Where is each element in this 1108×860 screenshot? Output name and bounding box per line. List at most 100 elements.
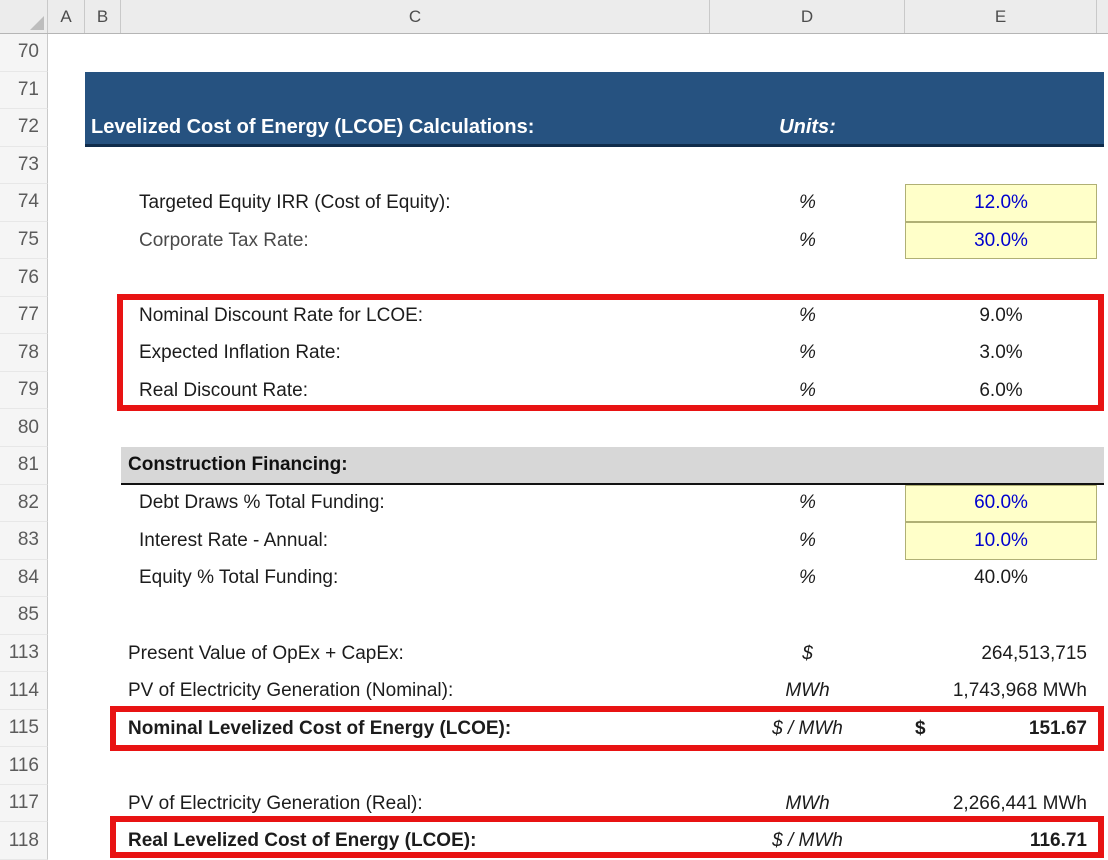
column-header-E[interactable]: E [905, 0, 1097, 33]
input-cell-82[interactable]: 60.0% [905, 484, 1097, 523]
row-number-75[interactable]: 75 [0, 221, 48, 260]
sheet-row-113: 113 Present Value of OpEx + CapEx: $264,51… [0, 634, 1108, 673]
value-cell-118[interactable]: 116.71 [1029, 830, 1087, 852]
sheet-row-77: 77 Nominal Discount Rate for LCOE:% 9.0% [0, 296, 1108, 335]
rows-container: 70 71 72 73 74 Targeted Equity IRR (Cost of E… [0, 34, 1108, 860]
sheet-row-74: 74 Targeted Equity IRR (Cost of Equity):%… [0, 184, 1108, 222]
row-number-71[interactable]: 71 [0, 71, 48, 110]
label-cell-74[interactable]: Targeted Equity IRR (Cost of Equity): [139, 191, 451, 213]
row-number-83[interactable]: 83 [0, 522, 48, 560]
cells-ab-empty[interactable] [48, 372, 121, 410]
row-number-113[interactable]: 113 [0, 634, 48, 673]
sheet-row-84: 84 Equity % Total Funding:% 40.0% [0, 559, 1108, 598]
label-cell-114[interactable]: PV of Electricity Generation (Nominal): [128, 680, 454, 702]
cells-ab-empty[interactable] [48, 485, 121, 523]
cells-ab-empty[interactable] [48, 560, 121, 598]
column-header-filler [1097, 0, 1108, 33]
label-cell-113[interactable]: Present Value of OpEx + CapEx: [128, 642, 404, 664]
unit-cell-84[interactable]: % [799, 567, 816, 589]
label-cell-84[interactable]: Equity % Total Funding: [139, 567, 339, 589]
row-number-73[interactable]: 73 [0, 146, 48, 185]
input-cell-75[interactable]: 30.0% [905, 221, 1097, 260]
unit-cell-77[interactable]: % [799, 304, 816, 326]
sheet-row-114: 114 PV of Electricity Generation (Nominal… [0, 672, 1108, 710]
sheet-row-117: 117 PV of Electricity Generation (Real): M… [0, 784, 1108, 823]
row-number-118[interactable]: 118 [0, 822, 48, 860]
unit-cell-114[interactable]: MWh [785, 680, 830, 702]
column-header-B[interactable]: B [85, 0, 121, 33]
label-cell-83[interactable]: Interest Rate - Annual: [139, 529, 329, 551]
highlight-box-discount-rates [117, 294, 1104, 411]
cells-ab-empty[interactable] [48, 184, 121, 222]
sheet-row-73: 73 [0, 146, 1108, 185]
label-cell-79[interactable]: Real Discount Rate: [139, 379, 308, 401]
row-number-81[interactable]: 81 [0, 447, 48, 485]
row-number-72[interactable]: 72 [0, 109, 48, 147]
value-cell-114[interactable]: 1,743,968 MWh [952, 680, 1087, 702]
column-header-D[interactable]: D [710, 0, 905, 33]
unit-cell-113[interactable]: $ [802, 642, 813, 664]
unit-cell-78[interactable]: % [799, 342, 816, 364]
unit-cell-118[interactable]: $ / MWh [772, 830, 843, 852]
currency-symbol-115: $ [915, 717, 926, 739]
row-number-78[interactable]: 78 [0, 334, 48, 372]
cells-ab-empty[interactable] [48, 297, 121, 335]
row-number-79[interactable]: 79 [0, 371, 48, 410]
row-number-117[interactable]: 117 [0, 784, 48, 823]
sheet-row-72: 72 [0, 109, 1108, 147]
sheet-row-75: 75 Corporate Tax Rate:% 30.0% [0, 221, 1108, 260]
page-title: Levelized Cost of Energy (LCOE) Calculat… [91, 115, 535, 138]
value-cell-113[interactable]: 264,513,715 [981, 642, 1087, 664]
unit-cell-79[interactable]: % [799, 379, 816, 401]
sheet-row-78: 78 Expected Inflation Rate:% 3.0% [0, 334, 1108, 372]
row-number-115[interactable]: 115 [0, 709, 48, 748]
row-number-84[interactable]: 84 [0, 559, 48, 598]
unit-cell-117[interactable]: MWh [785, 792, 830, 814]
row-number-82[interactable]: 82 [0, 484, 48, 523]
column-header-A[interactable]: A [48, 0, 85, 33]
row-number-116[interactable]: 116 [0, 747, 48, 785]
row-number-114[interactable]: 114 [0, 672, 48, 710]
cells-ab-empty[interactable] [48, 522, 121, 560]
row-number-74[interactable]: 74 [0, 184, 48, 222]
select-all-corner[interactable] [0, 0, 48, 33]
section-title-cell[interactable]: Levelized Cost of Energy (LCOE) Calculat… [85, 71, 1104, 147]
column-header-C[interactable]: C [121, 0, 710, 33]
value-cell-77[interactable]: 9.0% [979, 304, 1023, 326]
value-cell-79[interactable]: 6.0% [979, 379, 1023, 401]
label-cell-115[interactable]: Nominal Levelized Cost of Energy (LCOE): [128, 717, 512, 739]
row-number-70[interactable]: 70 [0, 34, 48, 72]
label-cell-77[interactable]: Nominal Discount Rate for LCOE: [139, 304, 424, 326]
unit-cell-74[interactable]: % [799, 191, 816, 213]
sheet-row-118: 118 Real Levelized Cost of Energy (LCOE):… [0, 822, 1108, 860]
label-cell-118[interactable]: Real Levelized Cost of Energy (LCOE): [128, 830, 477, 852]
row-number-80[interactable]: 80 [0, 409, 48, 448]
sheet-row-81: 81 Construction Financing: [0, 447, 1108, 485]
unit-cell-82[interactable]: % [799, 492, 816, 514]
value-cell-78[interactable]: 3.0% [979, 342, 1023, 364]
unit-cell-83[interactable]: % [799, 529, 816, 551]
cells-ab-empty[interactable] [48, 334, 121, 372]
label-cell-82[interactable]: Debt Draws % Total Funding: [139, 492, 385, 514]
value-cell-117[interactable]: 2,266,441 MWh [952, 792, 1087, 814]
sheet-row-85: 85 [0, 597, 1108, 635]
label-cell-78[interactable]: Expected Inflation Rate: [139, 342, 341, 364]
label-cell-117[interactable]: PV of Electricity Generation (Real): [128, 792, 423, 814]
value-cell-115[interactable]: $151.67 [905, 710, 1097, 748]
row-number-77[interactable]: 77 [0, 296, 48, 335]
sheet-row-82: 82 Debt Draws % Total Funding:% 60.0% [0, 484, 1108, 523]
value-cell-84[interactable]: 40.0% [974, 567, 1028, 589]
row-number-76[interactable]: 76 [0, 259, 48, 297]
cells-ab-empty[interactable] [48, 672, 121, 710]
label-cell-75[interactable]: Corporate Tax Rate: [139, 229, 309, 251]
cells-ab-empty[interactable] [48, 222, 121, 260]
sheet-row-79: 79 Real Discount Rate:% 6.0% [0, 371, 1108, 410]
section-header-construction-financing[interactable]: Construction Financing: [121, 447, 1104, 485]
input-cell-83[interactable]: 10.0% [905, 522, 1097, 560]
unit-cell-115[interactable]: $ / MWh [772, 717, 843, 739]
cells-ab-empty[interactable] [48, 635, 121, 673]
input-cell-74[interactable]: 12.0% [905, 184, 1097, 222]
unit-cell-75[interactable]: % [799, 229, 816, 251]
row-number-85[interactable]: 85 [0, 597, 48, 635]
